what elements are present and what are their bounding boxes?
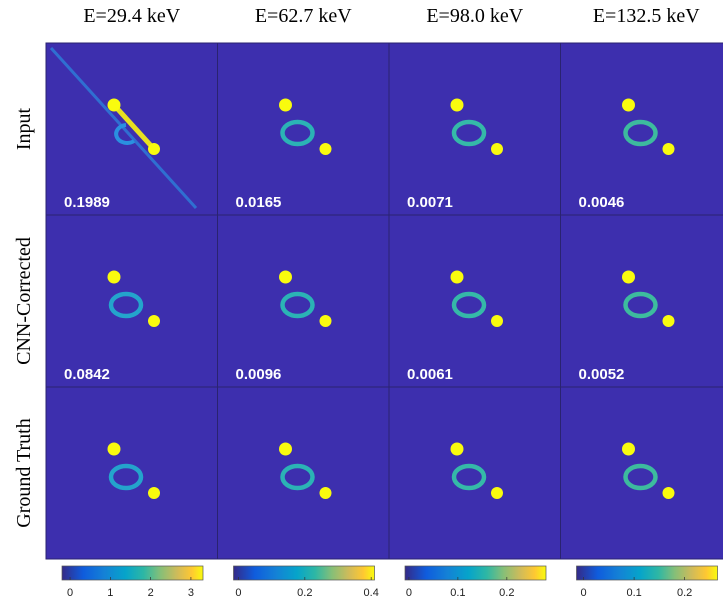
image-panel — [389, 387, 561, 559]
colorbar-tick-label: 0.1 — [450, 587, 465, 599]
column-title: E=29.4 keV — [83, 5, 180, 27]
image-panel: 0.0071 — [389, 43, 561, 215]
hot-spot — [148, 487, 160, 499]
colorbar-tick-label: 3 — [188, 587, 194, 599]
colorbar-tick-label: 1 — [107, 587, 113, 599]
panel-value: 0.0061 — [407, 366, 453, 383]
colorbar — [62, 566, 203, 580]
image-panel: 0.1989 — [46, 43, 218, 215]
row-label: Input — [13, 107, 35, 150]
hot-spot — [491, 143, 503, 155]
hot-spot — [320, 315, 332, 327]
hot-spot — [663, 143, 675, 155]
colorbar-tick-label: 0.2 — [499, 587, 514, 599]
hot-spot — [622, 99, 635, 112]
panel-background — [561, 43, 723, 215]
panel-background — [46, 215, 218, 387]
image-panel: 0.0052 — [561, 215, 723, 387]
panel-background — [389, 215, 561, 387]
image-panel: 0.0165 — [218, 43, 390, 215]
hot-spot — [491, 487, 503, 499]
panel-value: 0.0842 — [64, 366, 110, 383]
hot-spot — [451, 443, 464, 456]
colorbar-tick-label: 0.2 — [297, 587, 312, 599]
panel-background — [561, 387, 723, 559]
hot-spot — [622, 443, 635, 456]
image-panel: 0.0061 — [389, 215, 561, 387]
colorbar-tick-label: 2 — [148, 587, 154, 599]
panel-background — [218, 387, 390, 559]
hot-spot — [663, 315, 675, 327]
column-title: E=98.0 keV — [426, 5, 523, 27]
hot-spot — [279, 99, 292, 112]
colorbar — [577, 566, 718, 580]
column-title: E=62.7 keV — [255, 5, 352, 27]
panel-background — [218, 215, 390, 387]
panel-value: 0.1989 — [64, 194, 110, 211]
image-panel: 0.0842 — [46, 215, 218, 387]
hot-spot — [108, 99, 121, 112]
hot-spot — [279, 271, 292, 284]
hot-spot — [491, 315, 503, 327]
figure: E=29.4 keV 0.1989 0.0842 0 1 2 3 E=62.7 keV 0.01… — [0, 0, 723, 599]
colorbar-tick-label: 0.2 — [677, 587, 692, 599]
panel-background — [389, 43, 561, 215]
row-label: Ground Truth — [13, 418, 35, 527]
hot-spot — [663, 487, 675, 499]
colorbar-tick-label: 0 — [235, 587, 241, 599]
colorbar-tick-label: 0 — [581, 587, 587, 599]
hot-spot — [108, 271, 121, 284]
colorbar — [234, 566, 375, 580]
panel-background — [389, 387, 561, 559]
row-label: CNN-Corrected — [13, 237, 35, 365]
panel-background — [46, 387, 218, 559]
colorbar-tick-label: 0.1 — [626, 587, 641, 599]
column-title: E=132.5 keV — [593, 5, 700, 27]
panel-value: 0.0165 — [236, 194, 282, 211]
hot-spot — [148, 143, 160, 155]
hot-spot — [320, 143, 332, 155]
colorbar — [405, 566, 546, 580]
hot-spot — [320, 487, 332, 499]
colorbar-tick-label: 0 — [67, 587, 73, 599]
hot-spot — [148, 315, 160, 327]
panel-background — [561, 215, 723, 387]
hot-spot — [451, 99, 464, 112]
hot-spot — [451, 271, 464, 284]
panel-value: 0.0096 — [236, 366, 282, 383]
panel-background — [218, 43, 390, 215]
hot-spot — [622, 271, 635, 284]
colorbar-tick-label: 0 — [406, 587, 412, 599]
panel-value: 0.0071 — [407, 194, 453, 211]
hot-spot — [108, 443, 121, 456]
panel-value: 0.0052 — [579, 366, 625, 383]
colorbar-tick-label: 0.4 — [364, 587, 379, 599]
image-panel — [561, 387, 723, 559]
image-panel: 0.0046 — [561, 43, 723, 215]
image-panel: 0.0096 — [218, 215, 390, 387]
image-panel — [46, 387, 218, 559]
hot-spot — [279, 443, 292, 456]
panel-value: 0.0046 — [579, 194, 625, 211]
image-panel — [218, 387, 390, 559]
